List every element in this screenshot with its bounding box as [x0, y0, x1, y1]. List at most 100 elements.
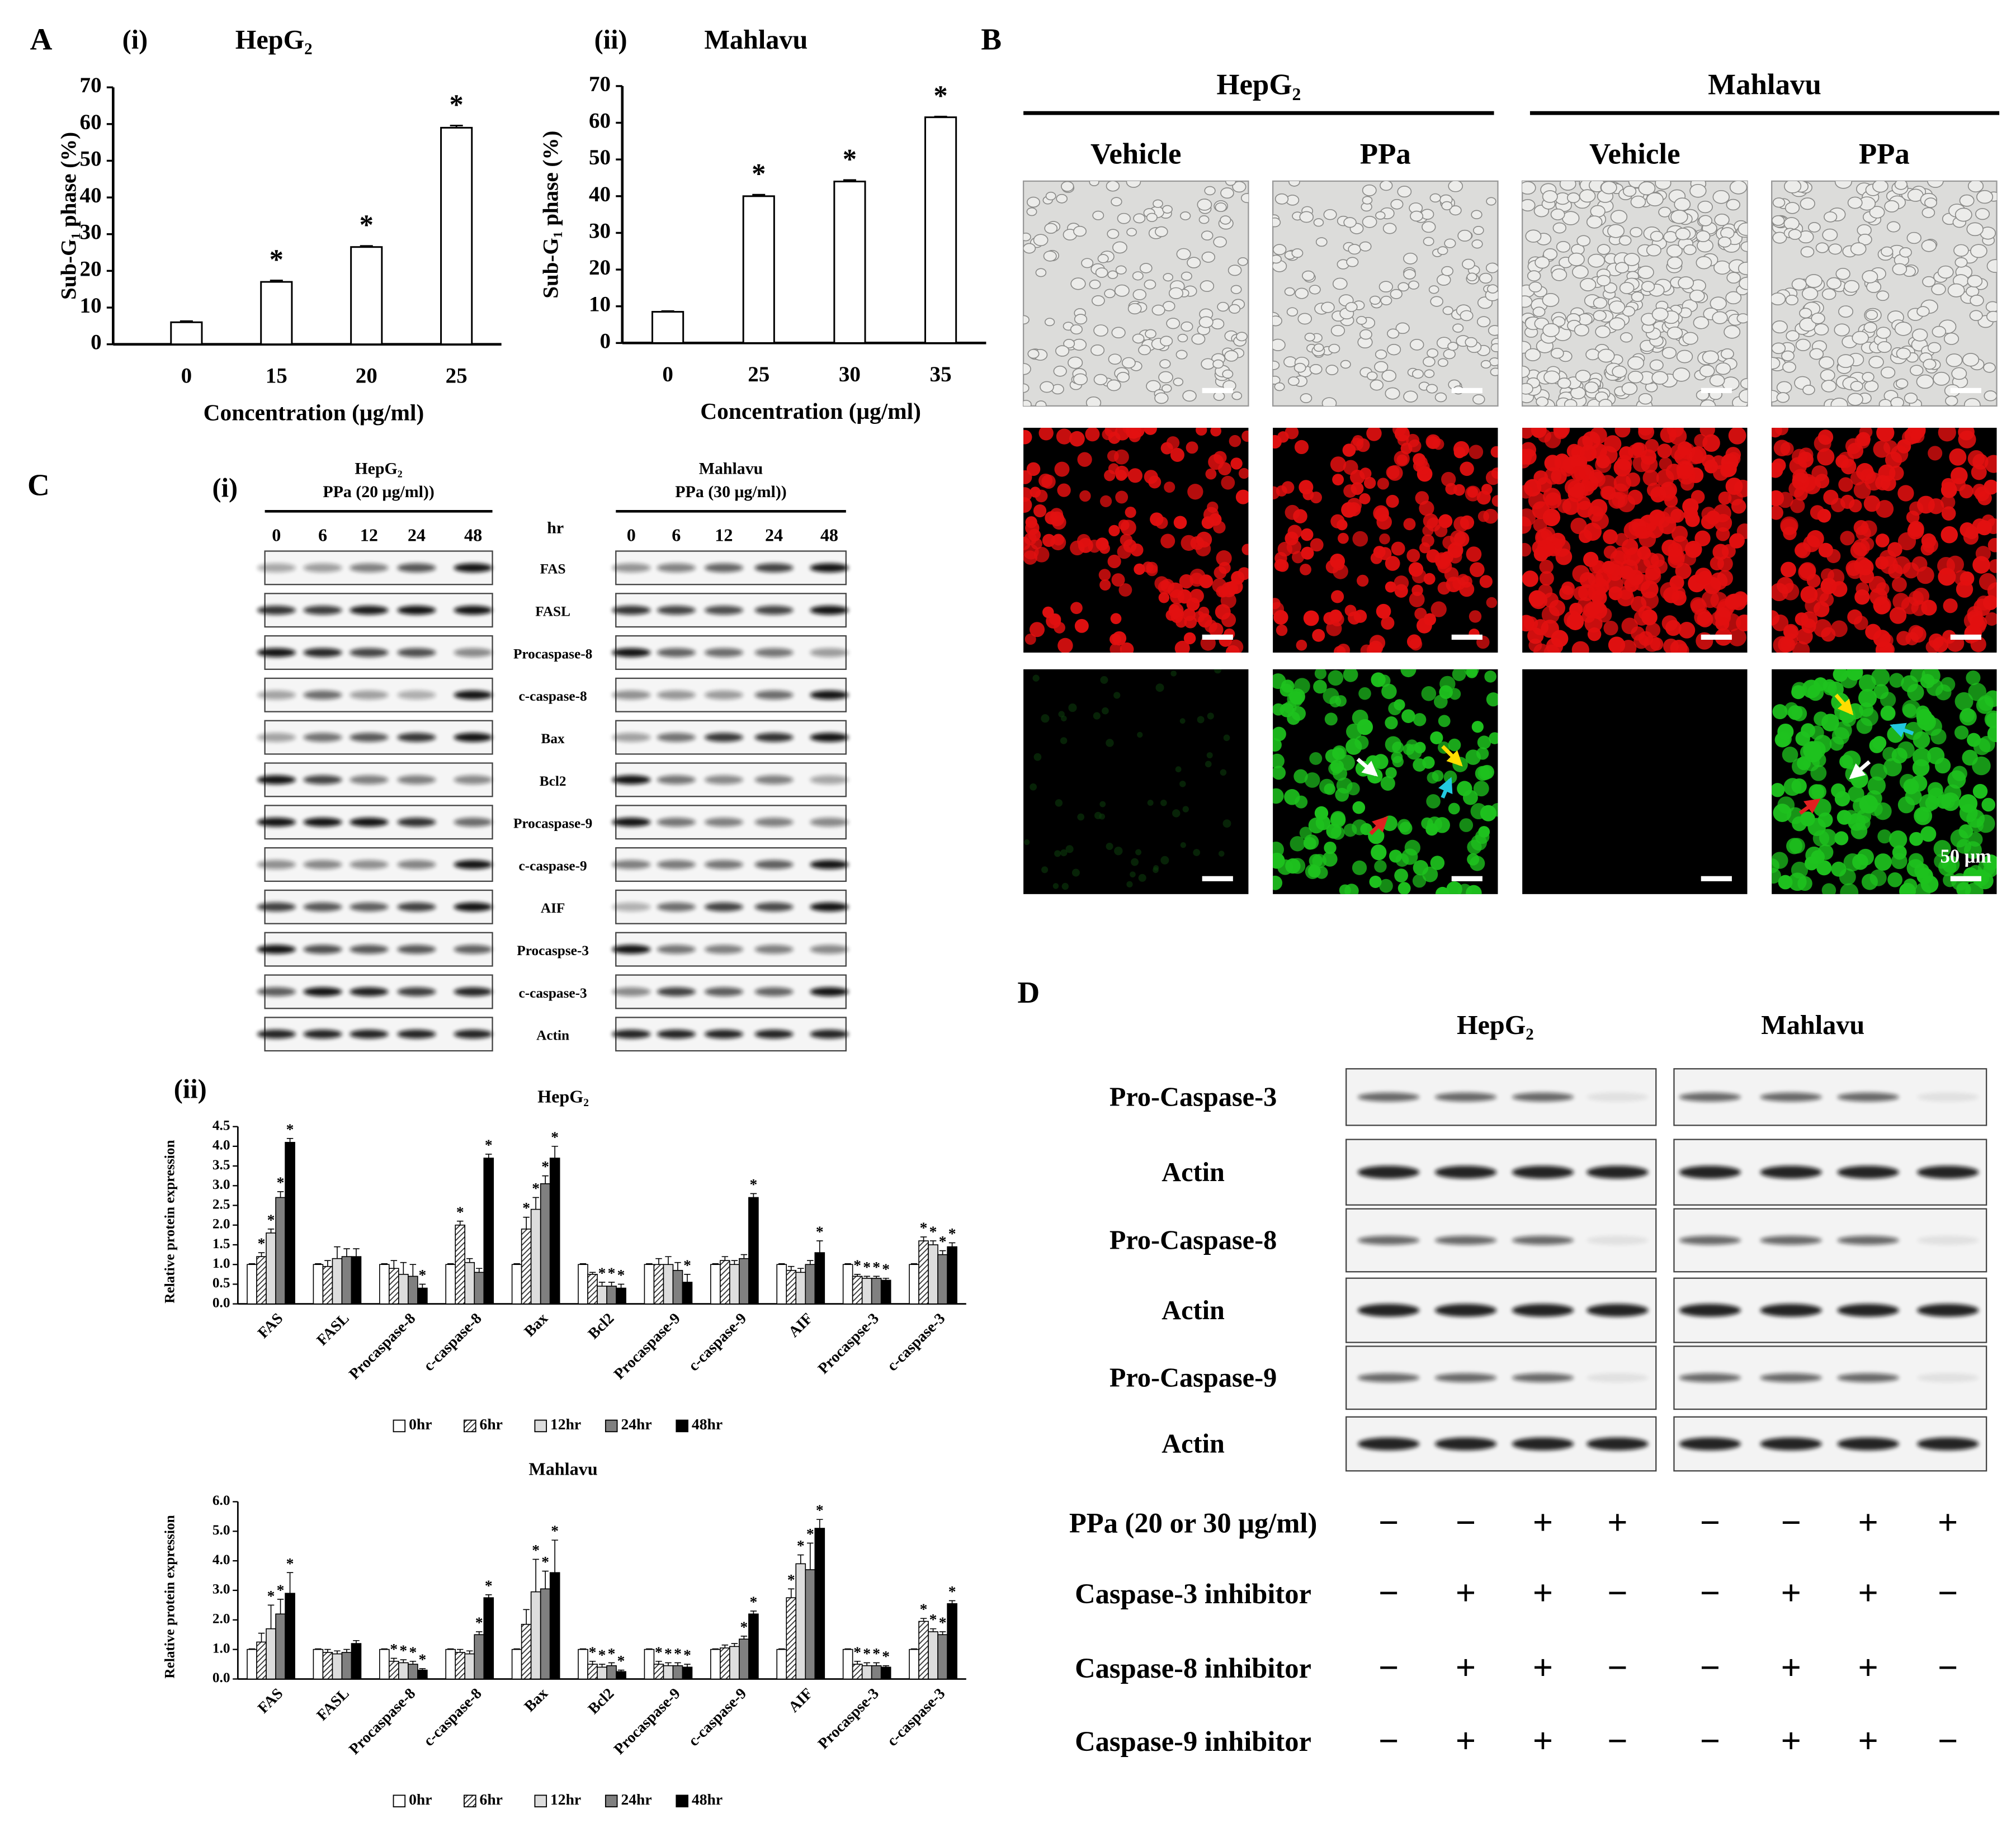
treatment-label: PPa (20 or 30 μg/ml) — [1069, 1508, 1317, 1539]
y-tick-label: 2.0 — [213, 1216, 230, 1232]
group-heading: Mahlavu — [1708, 68, 1821, 101]
cell — [1713, 504, 1731, 523]
cell — [1644, 635, 1661, 652]
cell — [1485, 470, 1498, 485]
blot-band — [657, 775, 696, 785]
significance-star: * — [409, 1643, 417, 1660]
cell — [1184, 615, 1197, 629]
cell — [1903, 778, 1919, 795]
cell — [1799, 308, 1812, 319]
y-axis-label: Sub-G₁ phase (%) — [539, 131, 563, 299]
error-bar — [750, 1193, 757, 1198]
cell — [1477, 765, 1493, 781]
cell — [1374, 860, 1387, 873]
blot-band — [657, 606, 696, 615]
y-tick-label: 60 — [80, 110, 102, 134]
cell — [1795, 612, 1809, 626]
cell — [1397, 434, 1409, 446]
cell — [1427, 436, 1439, 448]
cell — [1273, 254, 1282, 264]
error-bar — [523, 1609, 530, 1625]
cell — [1791, 278, 1807, 291]
cell — [1642, 469, 1659, 487]
cell — [1109, 643, 1122, 653]
cell — [1876, 327, 1891, 339]
y-tick-label: 2.0 — [213, 1611, 230, 1627]
cell — [1697, 200, 1713, 214]
y-tick-label: 3.0 — [213, 1177, 230, 1192]
cell — [1575, 370, 1591, 382]
cell — [1933, 840, 1951, 858]
cell — [1478, 826, 1490, 838]
blot-band — [612, 733, 651, 742]
cell — [1345, 738, 1362, 755]
cell — [1449, 205, 1462, 216]
cell — [1400, 669, 1417, 678]
cell — [1725, 291, 1742, 305]
cell — [1522, 542, 1532, 557]
cell — [1309, 752, 1323, 765]
blot-band — [350, 945, 389, 954]
significance-star: * — [617, 1652, 625, 1669]
bar — [247, 1649, 257, 1680]
cell — [1552, 222, 1566, 234]
cell — [1810, 505, 1825, 520]
cell — [1863, 322, 1877, 333]
cell — [1391, 751, 1403, 763]
bar — [606, 1286, 617, 1305]
cell — [1781, 561, 1796, 578]
cell — [1450, 530, 1466, 546]
error-bar — [731, 1643, 738, 1647]
bar — [351, 1643, 362, 1680]
cell — [1293, 362, 1306, 373]
cell — [1220, 215, 1231, 225]
bar — [455, 1224, 466, 1305]
bar — [720, 1647, 730, 1680]
cells — [1023, 427, 1249, 653]
cell — [1738, 262, 1748, 275]
cell — [1204, 186, 1216, 196]
cell — [1056, 428, 1073, 445]
error-bar — [929, 1240, 937, 1245]
cell — [1831, 727, 1850, 745]
cell — [1207, 501, 1219, 513]
error-bar — [948, 1600, 956, 1604]
cell — [1678, 622, 1696, 639]
cell — [1023, 383, 1030, 393]
blot-band — [810, 987, 849, 997]
cell — [1057, 637, 1073, 653]
significance-star: * — [360, 209, 374, 240]
cell — [1645, 622, 1661, 637]
cell — [1374, 361, 1389, 373]
error-bar — [334, 1246, 341, 1259]
bar — [842, 1264, 853, 1305]
cell — [1187, 484, 1203, 500]
cell — [1465, 485, 1481, 502]
cell — [1206, 752, 1213, 759]
treatment-sign: + — [1456, 1721, 1476, 1760]
cell — [1079, 490, 1091, 502]
error-bar — [948, 1242, 956, 1247]
legend-label: 12hr — [550, 1415, 581, 1433]
cell — [1597, 244, 1611, 255]
group-heading: HepG₂ — [1216, 68, 1301, 101]
error-bar — [456, 1220, 464, 1225]
cell — [1772, 704, 1788, 720]
bar — [275, 1197, 286, 1305]
treatment-sign: + — [1456, 1573, 1476, 1613]
cell — [1132, 289, 1147, 300]
treatment-sign: + — [1533, 1573, 1554, 1613]
micrograph-background — [1023, 669, 1249, 894]
cell — [1937, 265, 1954, 279]
cell — [1899, 882, 1916, 894]
cell — [1229, 304, 1241, 314]
cell — [1522, 570, 1538, 587]
cell — [1618, 235, 1632, 246]
cell — [1865, 309, 1878, 320]
error-bar — [816, 1240, 823, 1253]
cell — [1457, 884, 1472, 894]
error-bar — [646, 1648, 653, 1650]
blot-band — [1679, 1165, 1741, 1179]
cell — [1934, 757, 1951, 774]
bar — [597, 1286, 607, 1305]
